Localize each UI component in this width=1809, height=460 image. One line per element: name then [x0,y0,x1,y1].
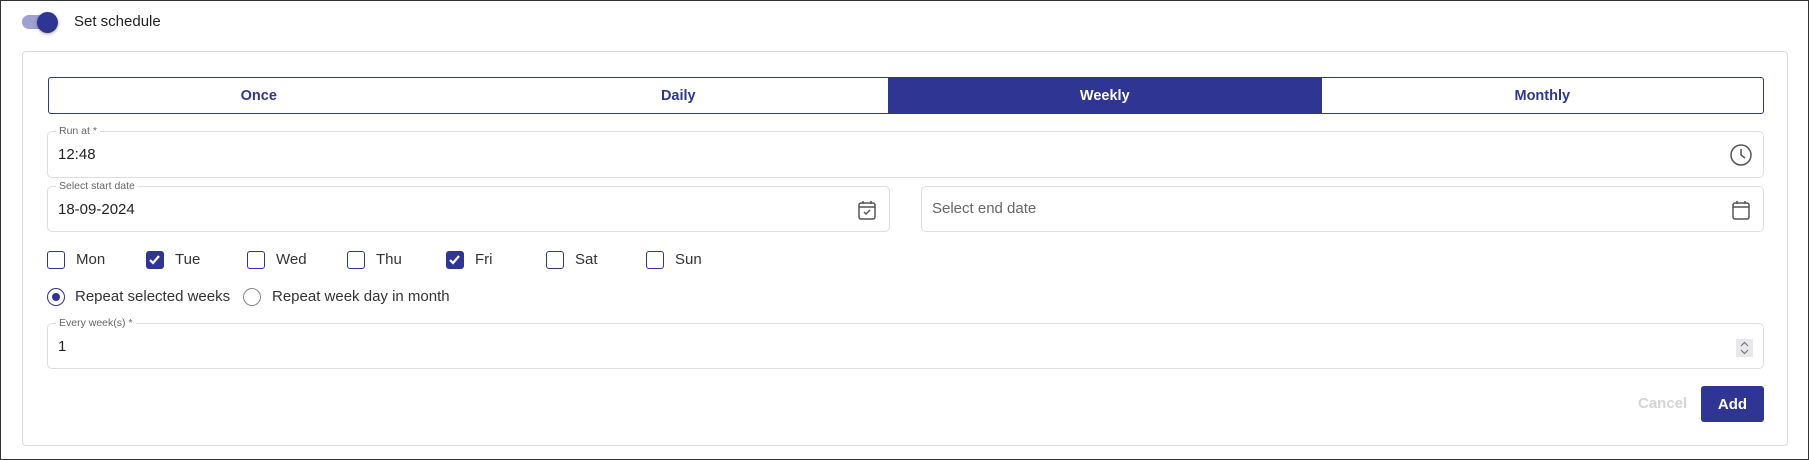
every-weeks-value: 1 [58,338,67,355]
repeat-selected-weeks-radio[interactable] [47,288,65,306]
repeat-week-day-in-month-radio[interactable] [243,288,261,306]
every-weeks-label: Every week(s) * [56,317,136,329]
check-icon [449,255,460,265]
tab-monthly[interactable]: Monthly [1514,87,1571,104]
schedule-toggle-label: Set schedule [74,13,161,30]
start-date-label: Select start date [56,180,138,192]
checkbox-wed[interactable] [247,251,265,269]
weekday-label[interactable]: Mon [76,251,106,268]
checkbox-tue[interactable] [146,251,164,269]
cancel-button[interactable]: Cancel [1638,395,1688,412]
weekday-label[interactable]: Thu [376,251,402,268]
start-date-value: 18-09-2024 [58,201,135,218]
frequency-tabs: Once Daily Weekly Monthly [48,77,1764,114]
weekday-label[interactable]: Wed [276,251,307,268]
number-spinner-icon[interactable] [1736,339,1753,357]
start-date-field[interactable]: Select start date 18-09-2024 [47,180,890,232]
checkbox-sun[interactable] [646,251,664,269]
weekday-label[interactable]: Tue [175,251,201,268]
weekday-label[interactable]: Sun [675,251,702,268]
every-weeks-field[interactable]: Every week(s) * 1 [47,317,1764,369]
tab-weekly[interactable]: Weekly [888,78,1322,113]
checkbox-fri[interactable] [446,251,464,269]
end-date-field[interactable]: Select end date [921,186,1764,232]
tab-daily[interactable]: Daily [660,87,696,104]
checkbox-sat[interactable] [546,251,564,269]
checkbox-thu[interactable] [347,251,365,269]
weekday-label[interactable]: Fri [475,251,493,268]
run-at-label: Run at * [56,125,100,137]
check-icon [149,255,160,265]
repeat-selected-weeks-label[interactable]: Repeat selected weeks [75,288,231,305]
checkbox-mon[interactable] [47,251,65,269]
end-date-placeholder: Select end date [932,200,1037,217]
run-at-value: 12:48 [58,146,96,163]
schedule-card [22,51,1788,446]
calendar-check-icon[interactable] [855,198,879,222]
run-at-field[interactable]: Run at * 12:48 [47,125,1764,178]
calendar-icon[interactable] [1729,198,1753,222]
clock-icon[interactable] [1729,143,1753,167]
add-button[interactable]: Add [1701,386,1764,422]
weekday-label[interactable]: Sat [575,251,598,268]
repeat-week-day-in-month-label[interactable]: Repeat week day in month [272,288,450,305]
schedule-toggle-knob[interactable] [37,12,58,33]
tab-once[interactable]: Once [240,87,277,104]
